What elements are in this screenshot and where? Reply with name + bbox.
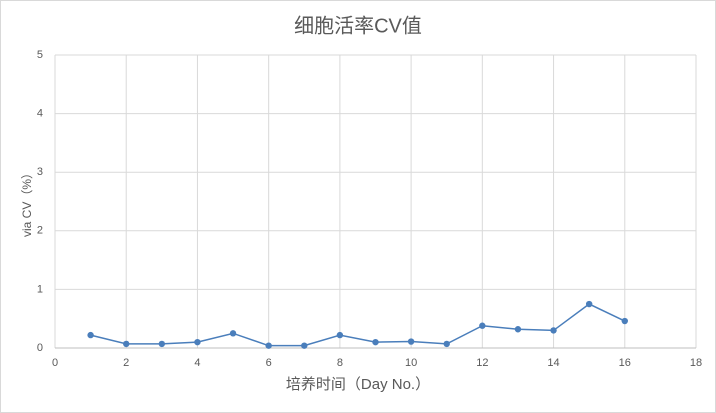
x-tick-label: 16 xyxy=(619,357,631,369)
point xyxy=(514,326,522,333)
x-tick-label: 14 xyxy=(547,357,559,369)
x-tick-label: 6 xyxy=(266,357,272,369)
point xyxy=(123,340,130,348)
y-tick-label: 1 xyxy=(37,283,43,295)
point xyxy=(621,317,628,325)
chart-title: 细胞活率CV值 xyxy=(294,14,422,37)
point xyxy=(407,338,415,345)
line xyxy=(90,303,626,347)
point xyxy=(194,338,201,346)
x-tick-label: 4 xyxy=(194,357,200,369)
point xyxy=(229,330,237,337)
point xyxy=(87,331,94,339)
y-axis-label: via CV（%） xyxy=(20,167,34,237)
y-tick-label: 5 xyxy=(37,49,43,61)
point xyxy=(158,340,166,348)
y-tick-label: 0 xyxy=(37,342,43,354)
x-axis-label: 培养时间（Day No.） xyxy=(286,376,430,393)
point xyxy=(550,327,557,334)
x-tick-label: 12 xyxy=(476,357,488,369)
point xyxy=(479,322,486,329)
y-tick-label: 4 xyxy=(37,108,43,120)
x-tick-label: 18 xyxy=(690,357,702,369)
point xyxy=(372,338,379,346)
y-tick-label: 3 xyxy=(37,166,43,178)
x-tick-label: 2 xyxy=(123,357,129,369)
y-tick-label: 2 xyxy=(37,225,43,237)
point xyxy=(265,342,272,349)
point xyxy=(336,331,344,339)
point xyxy=(301,342,308,349)
x-tick-label: 8 xyxy=(337,357,343,369)
x-tick-label: 0 xyxy=(52,357,58,369)
point xyxy=(443,340,450,348)
x-tick-label: 10 xyxy=(405,357,417,369)
point xyxy=(585,300,593,308)
